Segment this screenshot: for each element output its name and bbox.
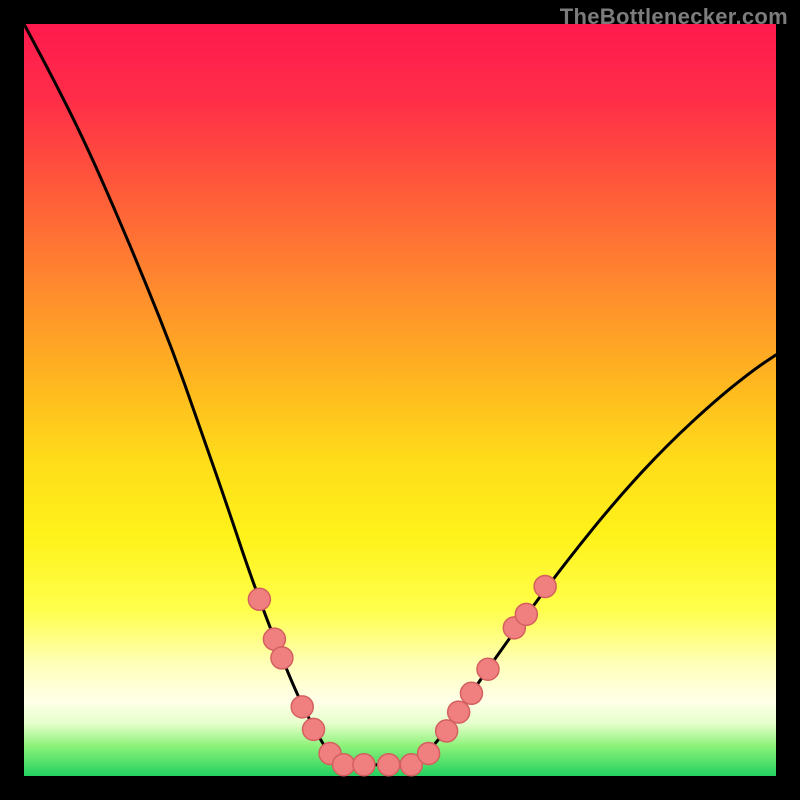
data-marker — [448, 701, 470, 723]
bottleneck-chart — [0, 0, 800, 800]
data-marker — [248, 588, 270, 610]
data-marker — [303, 718, 325, 740]
data-marker — [515, 603, 537, 625]
data-marker — [378, 754, 400, 776]
data-marker — [477, 658, 499, 680]
data-marker — [418, 742, 440, 764]
chart-frame: TheBottlenecker.com — [0, 0, 800, 800]
watermark-text: TheBottlenecker.com — [560, 4, 788, 30]
data-marker — [271, 647, 293, 669]
data-marker — [291, 696, 313, 718]
data-marker — [353, 754, 375, 776]
data-marker — [436, 720, 458, 742]
data-marker — [333, 754, 355, 776]
data-marker — [460, 682, 482, 704]
data-marker — [534, 575, 556, 597]
plot-background — [24, 24, 776, 776]
